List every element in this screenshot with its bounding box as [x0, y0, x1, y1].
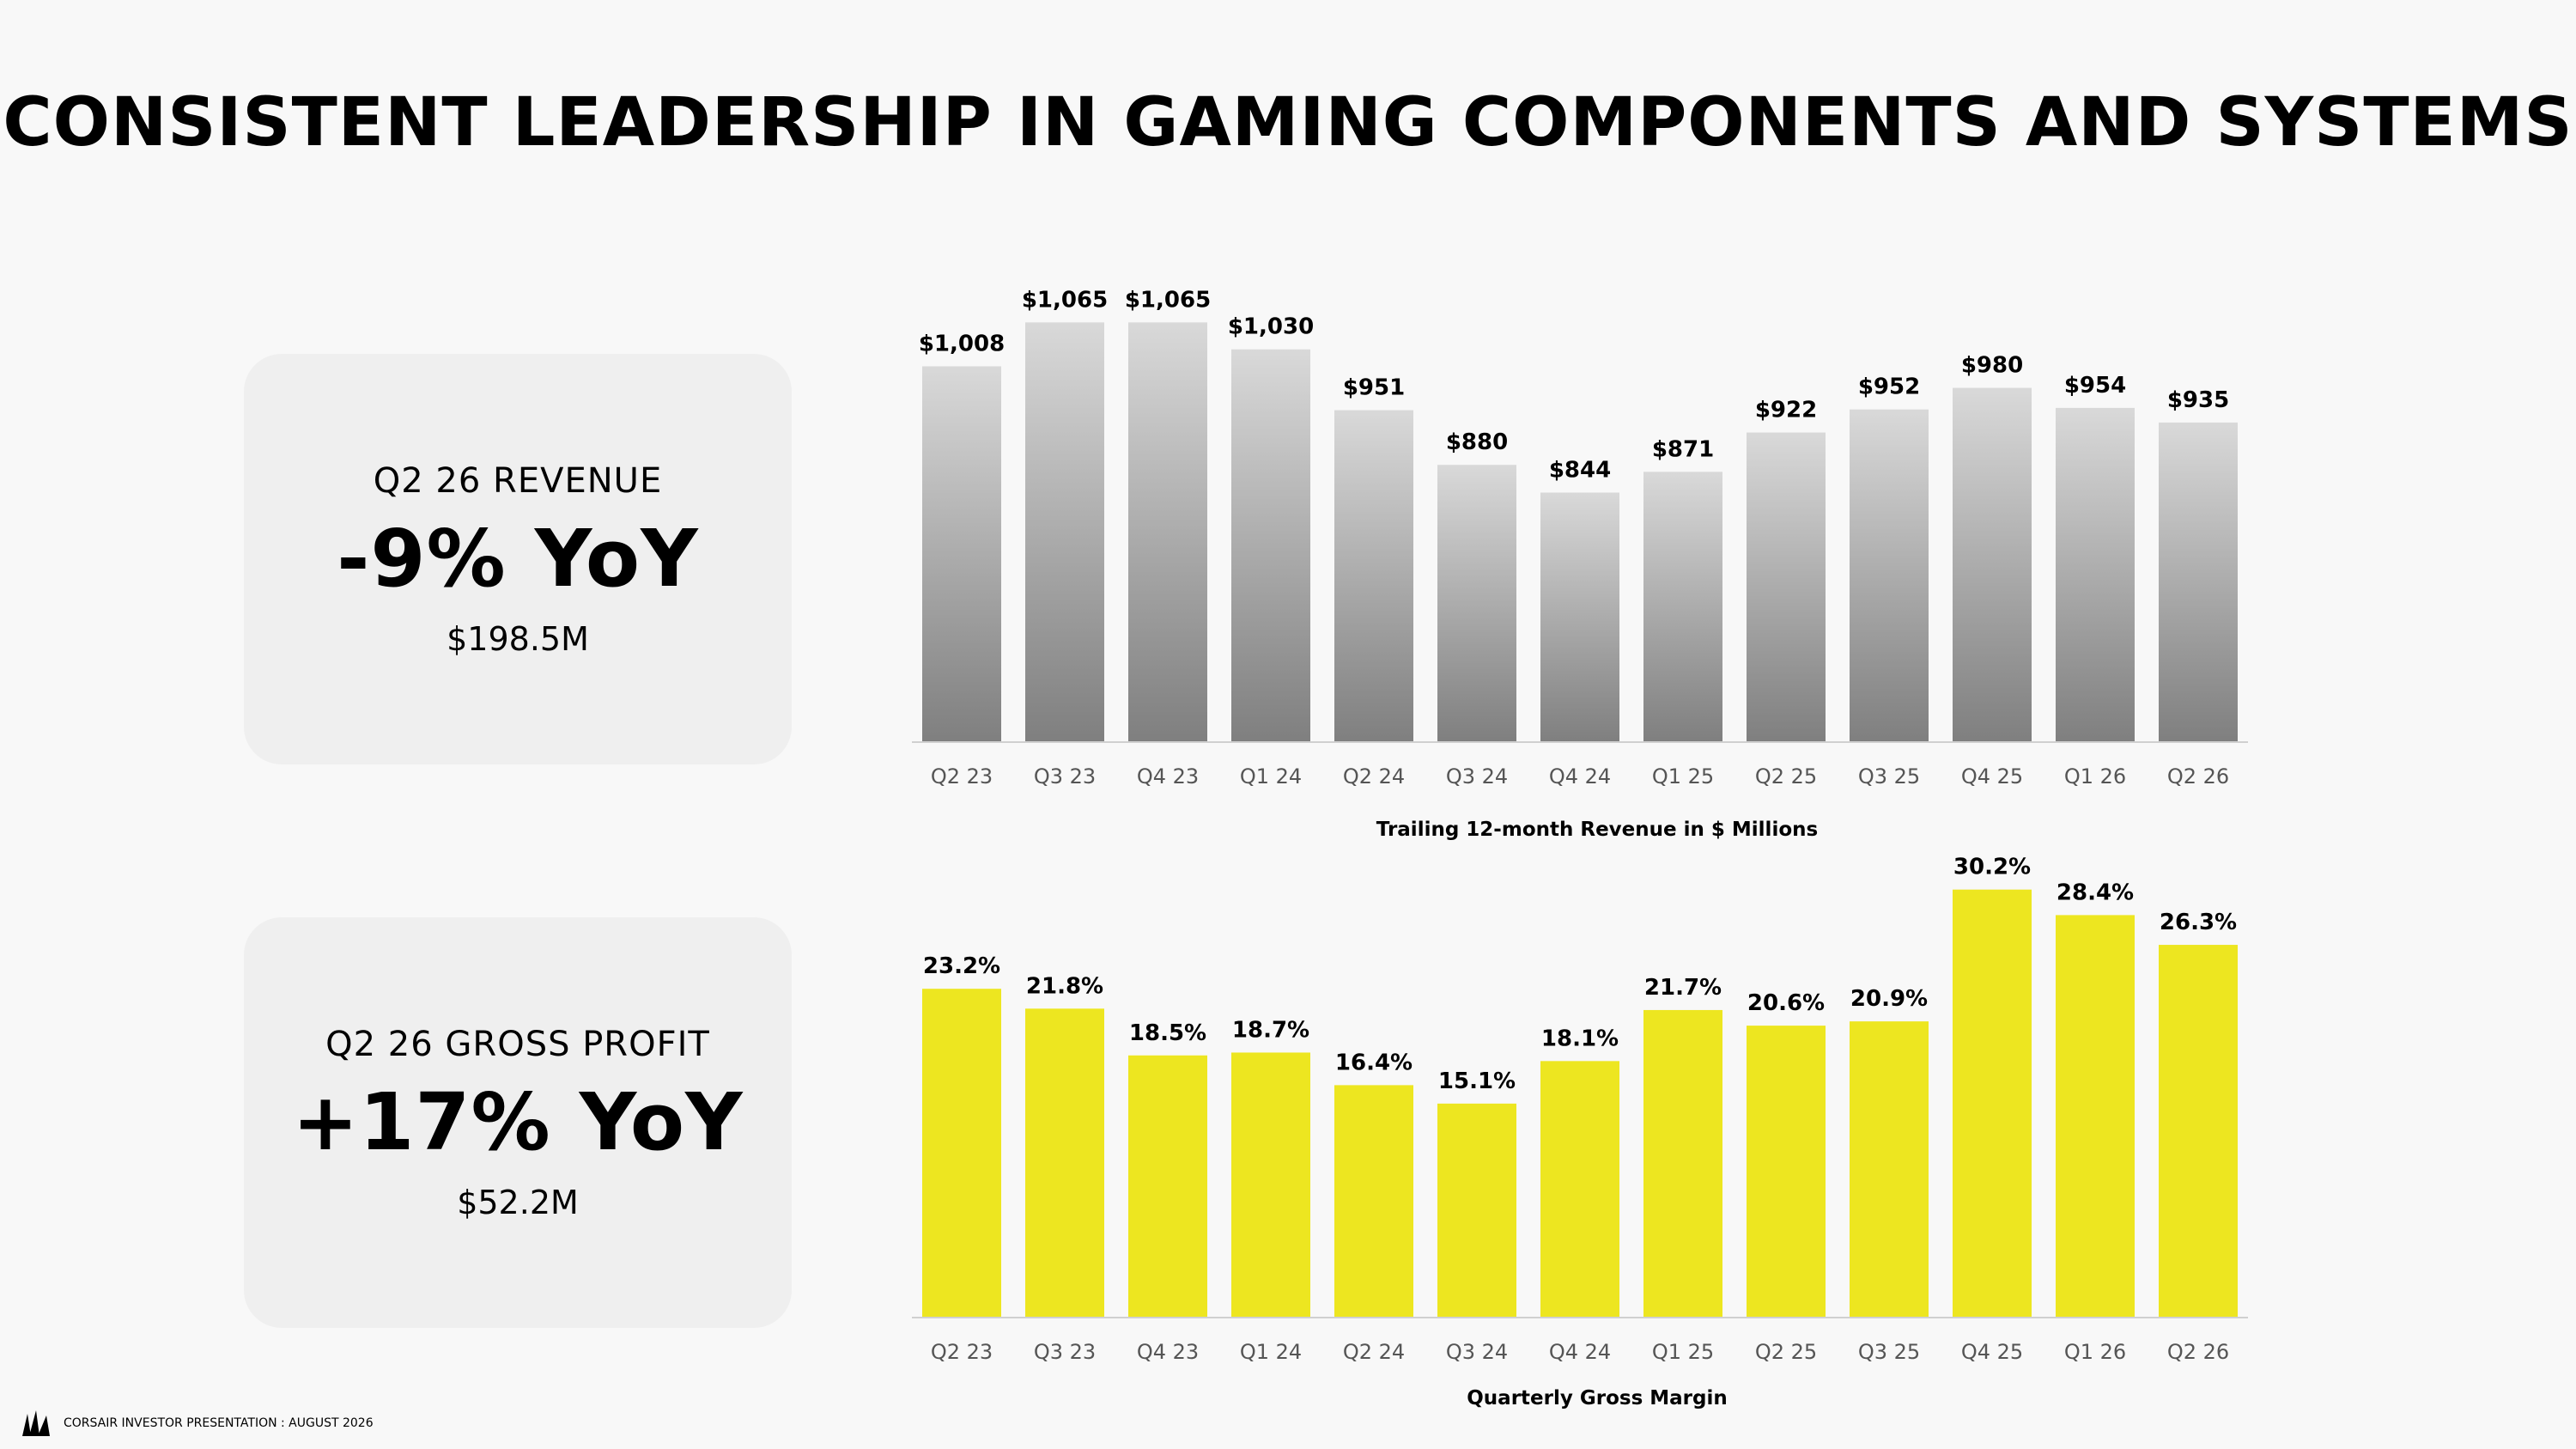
- data-label: $880: [1446, 429, 1508, 455]
- bar-q2-25: [1747, 1026, 1826, 1318]
- x-tick-label: Q4 24: [1549, 1340, 1611, 1364]
- data-label: 26.3%: [2160, 910, 2237, 935]
- bar-q1-25: [1643, 1009, 1722, 1318]
- bar-q2-23: [922, 989, 1001, 1318]
- data-label: $922: [1755, 398, 1817, 423]
- bar-q2-23: [922, 366, 1001, 742]
- data-label: 20.6%: [1747, 990, 1825, 1016]
- x-tick-label: Q2 23: [931, 1340, 993, 1364]
- data-label: 20.9%: [1850, 986, 1928, 1012]
- gross-profit-kpi-value: +17% YoY: [292, 1075, 744, 1168]
- bar-q1-24: [1231, 349, 1310, 742]
- page-title: CONSISTENT LEADERSHIP IN GAMING COMPONEN…: [3, 84, 2573, 161]
- gross-profit-kpi-label: Q2 26 GROSS PROFIT: [325, 1024, 710, 1064]
- bar-q4-25: [1953, 387, 2032, 742]
- x-tick-label: Q1 24: [1240, 1340, 1302, 1364]
- footer-text: CORSAIR INVESTOR PRESENTATION : AUGUST 2…: [64, 1416, 374, 1430]
- x-tick-label: Q2 24: [1343, 764, 1405, 788]
- bar-q3-24: [1437, 465, 1516, 742]
- bar-q1-24: [1231, 1052, 1310, 1318]
- bar-q3-25: [1850, 1021, 1929, 1318]
- x-tick-label: Q4 24: [1549, 764, 1611, 788]
- bar-q4-23: [1128, 1055, 1207, 1318]
- data-label: 18.7%: [1232, 1017, 1309, 1043]
- bar-q1-25: [1643, 472, 1722, 742]
- data-label: $1,030: [1228, 314, 1314, 340]
- bar-q3-25: [1850, 409, 1929, 742]
- x-tick-label: Q1 26: [2064, 764, 2126, 788]
- x-tick-label: Q3 24: [1446, 1340, 1508, 1364]
- gross-margin-bar-chart: 23.2% Q2 23 21.8% Q3 23 18.5% Q4 23 18.7% Q1 24…: [912, 855, 2248, 1364]
- revenue-chart-caption: Trailing 12-month Revenue in $ Millions: [1376, 819, 1819, 841]
- bar-q4-24: [1540, 492, 1619, 742]
- bar-q4-24: [1540, 1061, 1619, 1318]
- x-tick-label: Q3 24: [1446, 764, 1508, 788]
- data-label: $935: [2167, 387, 2229, 413]
- x-tick-label: Q3 25: [1858, 764, 1920, 788]
- bar-q3-23: [1025, 322, 1104, 742]
- x-tick-label: Q3 25: [1858, 1340, 1920, 1364]
- data-label: $1,065: [1125, 287, 1211, 313]
- x-tick-label: Q2 24: [1343, 1340, 1405, 1364]
- x-tick-label: Q1 26: [2064, 1340, 2126, 1364]
- data-label: $952: [1858, 374, 1920, 400]
- bar-q1-26: [2056, 915, 2135, 1318]
- data-label: 28.4%: [2057, 880, 2134, 905]
- bar-q1-26: [2056, 407, 2135, 742]
- x-tick-label: Q1 24: [1240, 764, 1302, 788]
- x-tick-label: Q4 25: [1961, 764, 2023, 788]
- data-label: $951: [1343, 375, 1405, 401]
- data-label: 15.1%: [1438, 1068, 1516, 1094]
- revenue-kpi-amount: $198.5M: [447, 619, 589, 658]
- x-tick-label: Q1 25: [1652, 764, 1714, 788]
- data-label: 23.2%: [923, 953, 1000, 979]
- bar-q3-23: [1025, 1008, 1104, 1318]
- x-tick-label: Q4 25: [1961, 1340, 2023, 1364]
- gross-margin-chart-caption: Quarterly Gross Margin: [1467, 1387, 1728, 1409]
- data-label: $1,008: [919, 331, 1005, 356]
- x-tick-label: Q2 26: [2167, 1340, 2229, 1364]
- data-label: $871: [1652, 436, 1714, 462]
- data-label: 18.1%: [1541, 1026, 1619, 1051]
- data-label: $980: [1961, 353, 2023, 379]
- gross-profit-kpi-amount: $52.2M: [457, 1183, 579, 1221]
- x-tick-label: Q2 25: [1755, 764, 1817, 788]
- data-label: 21.7%: [1644, 975, 1722, 1001]
- corsair-sails-icon: [22, 1410, 50, 1436]
- x-tick-label: Q3 23: [1034, 764, 1096, 788]
- data-label: $1,065: [1022, 287, 1108, 313]
- data-label: $954: [2064, 373, 2126, 399]
- x-tick-label: Q4 23: [1137, 1340, 1199, 1364]
- data-label: 30.2%: [1953, 855, 2031, 880]
- x-tick-label: Q2 23: [931, 764, 993, 788]
- x-tick-label: Q4 23: [1137, 764, 1199, 788]
- data-label: 18.5%: [1129, 1020, 1206, 1046]
- x-tick-label: Q2 25: [1755, 1340, 1817, 1364]
- bar-q3-24: [1437, 1103, 1516, 1318]
- bar-q2-25: [1747, 432, 1826, 742]
- bar-q2-24: [1334, 410, 1413, 742]
- revenue-kpi-value: -9% YoY: [337, 512, 699, 605]
- bar-q2-26: [2159, 945, 2238, 1318]
- data-label: 21.8%: [1026, 973, 1103, 999]
- x-tick-label: Q1 25: [1652, 1340, 1714, 1364]
- revenue-bar-chart: $1,008 Q2 23 $1,065 Q3 23 $1,065 Q4 23 $1,030 Q…: [912, 287, 2248, 788]
- data-label: 16.4%: [1335, 1050, 1413, 1075]
- x-tick-label: Q2 26: [2167, 764, 2229, 788]
- footer: CORSAIR INVESTOR PRESENTATION : AUGUST 2…: [21, 1409, 374, 1438]
- revenue-kpi-label: Q2 26 REVENUE: [373, 460, 663, 501]
- bar-q2-24: [1334, 1085, 1413, 1318]
- revenue-kpi-card: Q2 26 REVENUE -9% YoY $198.5M: [244, 354, 792, 764]
- x-tick-label: Q3 23: [1034, 1340, 1096, 1364]
- bar-q4-23: [1128, 322, 1207, 742]
- gross-profit-kpi-card: Q2 26 GROSS PROFIT +17% YoY $52.2M: [244, 917, 792, 1328]
- bar-q2-26: [2159, 422, 2238, 742]
- bar-q4-25: [1953, 889, 2032, 1318]
- data-label: $844: [1549, 458, 1611, 484]
